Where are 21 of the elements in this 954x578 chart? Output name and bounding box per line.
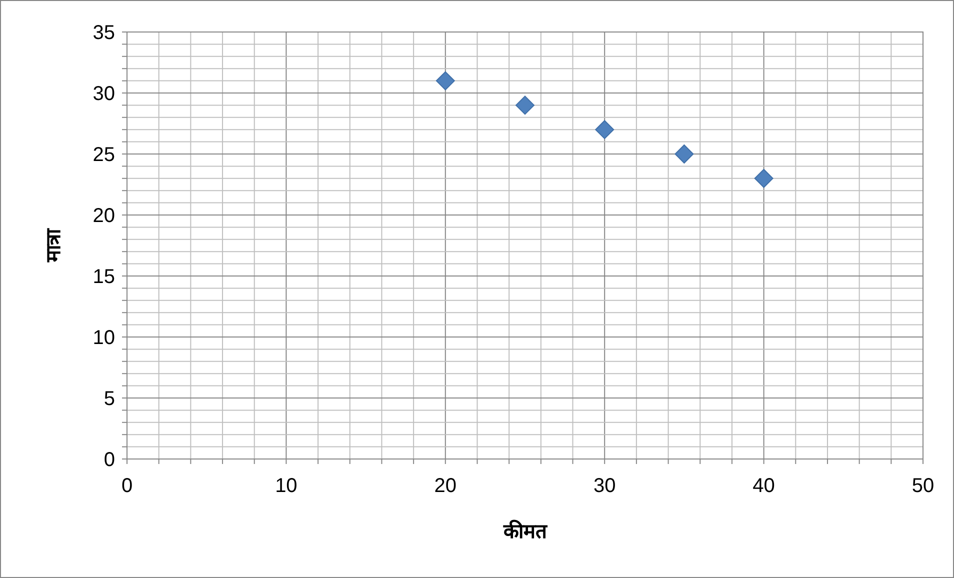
y-tick-label: 25 — [92, 144, 115, 166]
y-tick-label: 20 — [92, 205, 115, 227]
y-tick-label: 5 — [104, 388, 115, 410]
x-tick-label: 0 — [121, 475, 133, 497]
point — [595, 120, 614, 140]
point — [436, 71, 455, 90]
y-tick-label: 10 — [92, 327, 115, 349]
point — [754, 168, 774, 188]
x-tick-label: 50 — [912, 475, 934, 497]
y-tick-label: 0 — [104, 449, 115, 471]
y-axis-title: मात्रा — [43, 228, 65, 263]
x-tick-label: 40 — [752, 475, 775, 497]
y-tick-label: 15 — [92, 266, 115, 288]
x-axis-title: कीमत — [502, 519, 548, 543]
x-tick-label: 30 — [593, 475, 616, 497]
y-tick-label: 30 — [92, 83, 115, 105]
x-tick-label: 10 — [275, 475, 298, 497]
point — [674, 144, 694, 164]
point — [516, 96, 534, 115]
x-tick-label: 20 — [434, 475, 457, 497]
y-tick-label: 35 — [92, 22, 115, 44]
